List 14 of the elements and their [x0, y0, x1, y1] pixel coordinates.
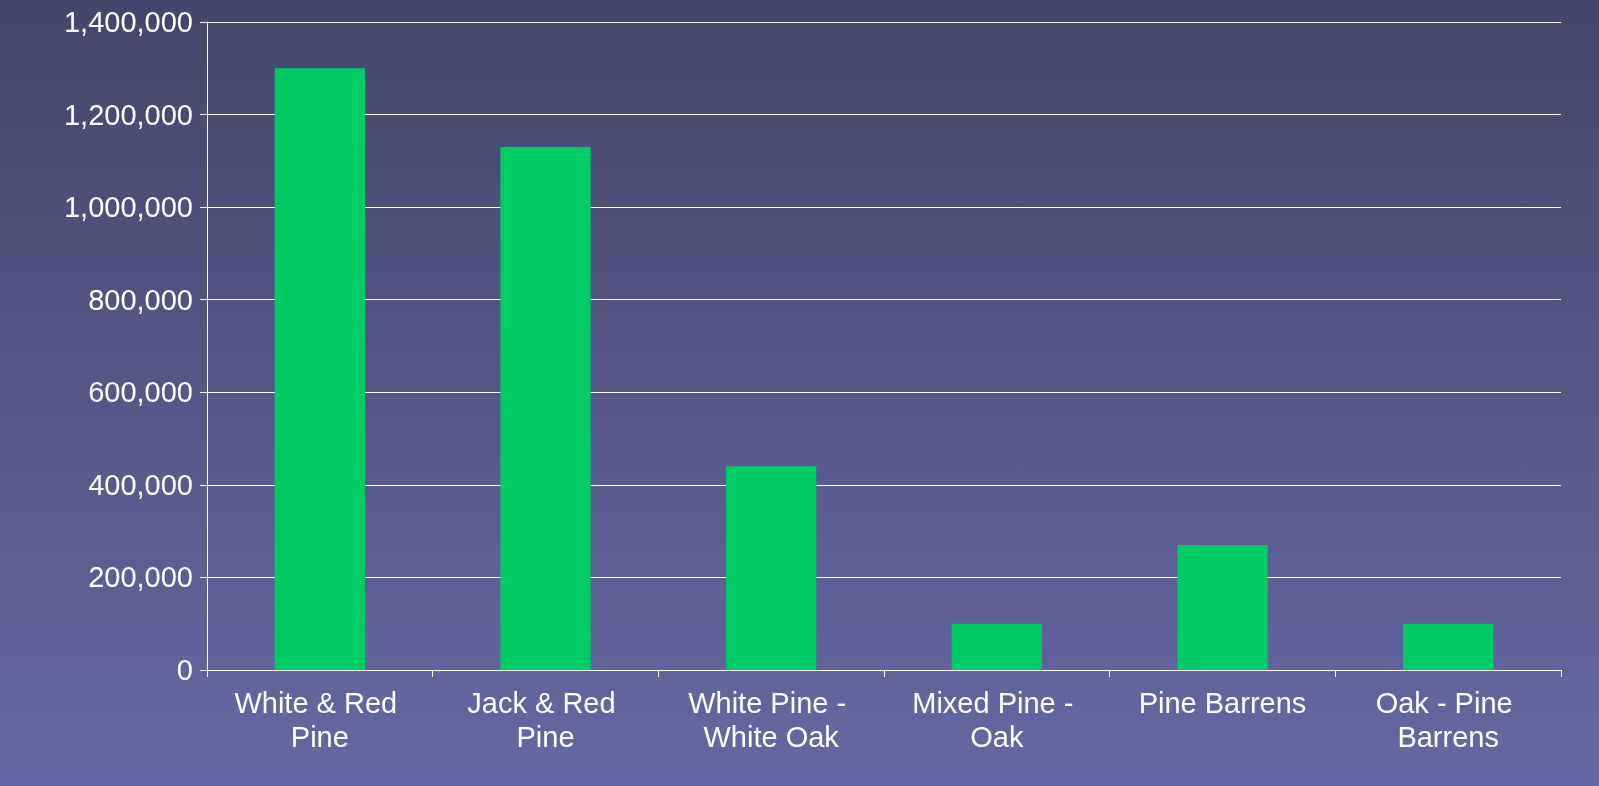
- x-tick-label: Mixed Pine - Oak: [912, 687, 1082, 753]
- x-tick-label: Jack & Red Pine: [467, 687, 624, 753]
- y-tick-label: 400,000: [88, 468, 193, 501]
- x-tick-label: Pine Barrens: [1138, 687, 1307, 719]
- x-tick-label: White & Red Pine: [234, 687, 406, 753]
- y-tick-label: 800,000: [88, 283, 193, 316]
- y-tick-label: 1,000,000: [63, 191, 193, 224]
- x-tick-label: Oak - Pine Barrens: [1375, 687, 1521, 753]
- y-tick-label: 0: [176, 654, 193, 686]
- y-tick-label: 1,400,000: [63, 6, 193, 38]
- y-tick-label: 200,000: [88, 561, 193, 594]
- y-tick-label: 600,000: [88, 376, 193, 409]
- x-tick-label: White Pine - White Oak: [688, 687, 855, 753]
- y-tick-label: 1,200,000: [63, 98, 193, 131]
